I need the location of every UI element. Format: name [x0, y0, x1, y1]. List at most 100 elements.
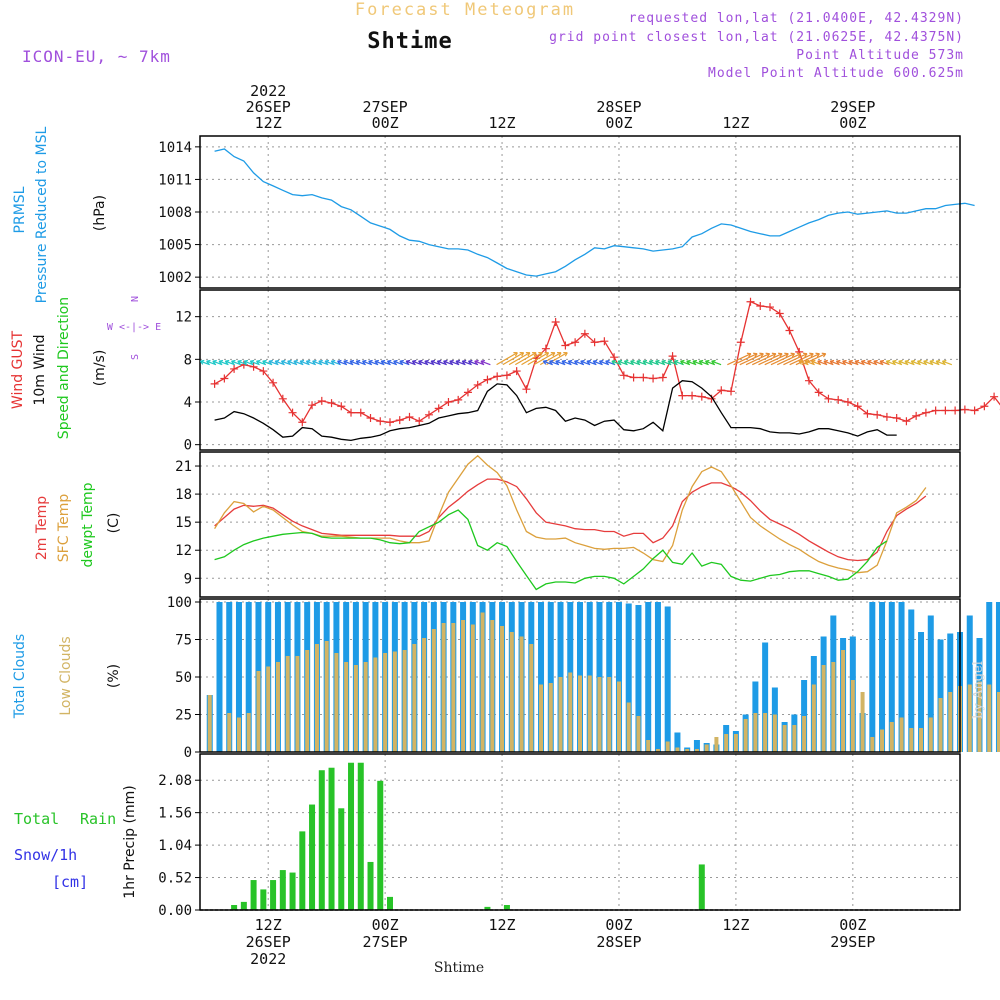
gust-marker-55: [746, 297, 755, 306]
bar-3-1-0: [207, 695, 212, 752]
gust-marker-6: [269, 378, 278, 387]
panel-2: 9 12 15 18 21: [175, 451, 961, 598]
wind-panel-labels: Wind GUST 10m Wind Speed and Direction (…: [10, 296, 161, 439]
ytick-label-4-1: 0.52: [158, 871, 192, 887]
gust-marker-41: [610, 353, 619, 362]
cloud-unit: (%): [106, 664, 122, 688]
wind-arrowhead-51: [544, 351, 550, 357]
wind-arrowhead-110: [885, 359, 891, 365]
wind-arrowhead-28: [374, 359, 379, 365]
ytick-label-1-0: 0: [184, 438, 192, 454]
wind-arrowhead-58: [561, 359, 567, 365]
bar-3-0-50: [693, 740, 700, 752]
bottom-time-label-1-0: 00Z: [372, 916, 399, 934]
top-time-label-5-1: 00Z: [839, 114, 866, 132]
gust-marker-22: [424, 410, 433, 419]
bar-4-0-50: [698, 864, 705, 910]
gust-marker-26: [463, 388, 472, 397]
bottom-time-label-1-1: 27SEP: [363, 933, 408, 951]
bar-3-1-60: [792, 725, 797, 752]
gust-marker-71: [902, 417, 911, 426]
bar-3-0-43: [625, 603, 632, 752]
bar-3-1-73: [919, 728, 924, 752]
bar-4-0-28: [484, 906, 491, 910]
wind-arrowhead-44: [474, 359, 479, 365]
bar-3-1-9: [295, 656, 300, 752]
wind-arrowhead-115: [917, 359, 922, 365]
bottom-time-label-3-1: 28SEP: [596, 933, 641, 951]
wind-arrow-83: [727, 353, 752, 366]
wind-arrowhead-50: [538, 351, 543, 357]
bar-3-0-81: [995, 602, 1000, 752]
bar-4-0-14: [348, 762, 355, 910]
bar-4-0-7: [279, 870, 286, 910]
wind-arrowhead-46: [513, 351, 518, 357]
wind-arrowhead-56: [549, 359, 554, 365]
series-line-1-0: [214, 300, 1000, 424]
super-title: Forecast Meteogram: [355, 0, 575, 20]
gust-marker-44: [639, 373, 648, 382]
wind-arrowhead-86: [765, 352, 771, 358]
ytick-label-4-4: 2.08: [158, 773, 192, 789]
gust-marker-62: [814, 388, 823, 397]
bottom-time-label-5-1: 29SEP: [830, 933, 875, 951]
ytick-label-4-0: 0.00: [158, 903, 192, 919]
wind-arrowhead-82: [711, 359, 716, 365]
bar-3-1-38: [578, 675, 582, 752]
ytick-label-0-1: 1005: [158, 238, 192, 254]
gust-marker-56: [756, 302, 765, 310]
wind-arrowhead-109: [879, 359, 885, 365]
wind-arrowhead-21: [330, 359, 336, 365]
wind-arrowhead-78: [686, 359, 691, 365]
footer-location: Shtime: [434, 960, 484, 976]
grid-point-coordinates: grid point closest lon,lat (21.0625E, 42…: [549, 30, 964, 45]
ytick-label-3-3: 75: [175, 633, 192, 649]
wind-arrowhead-99: [817, 359, 822, 365]
bar-3-1-48: [675, 747, 680, 752]
ytick-label-4-2: 1.04: [158, 838, 192, 854]
temperature-panel-labels: 2m Temp SFC Temp dewpt Temp (C): [34, 482, 122, 567]
wind-arrowhead-74: [661, 359, 666, 365]
pressure-unit: (hPa): [92, 195, 108, 231]
gust-marker-52: [717, 386, 726, 395]
bar-3-1-39: [587, 675, 592, 752]
wind-arrowhead-106: [860, 359, 866, 365]
wind-arrowhead-68: [623, 359, 629, 365]
gust-marker-25: [454, 395, 463, 404]
wind-arrowhead-38: [436, 359, 442, 365]
gust-marker-47: [668, 352, 677, 361]
bar-3-1-51: [704, 744, 709, 752]
bar-3-1-40: [597, 677, 602, 752]
bar-3-1-34: [539, 684, 544, 752]
panel-border-0: [199, 135, 961, 289]
wind-arrow-119: [942, 360, 953, 366]
gust-marker-37: [571, 338, 580, 347]
gust-marker-66: [853, 402, 862, 411]
bar-3-0-57: [762, 642, 769, 752]
precip-axis-label: 1hr Precip (mm): [122, 785, 138, 898]
bar-3-1-18: [383, 653, 388, 752]
bottom-time-label-0-1: 26SEP: [246, 933, 291, 951]
top-time-label-3-1: 00Z: [605, 114, 632, 132]
bar-3-1-3: [236, 717, 241, 752]
bar-3-1-12: [324, 641, 329, 752]
wind-arrow-52: [533, 352, 556, 366]
panel-4: 0.00 0.52 1.04 1.56 2.08: [158, 753, 961, 919]
wind-arrowhead-25: [355, 359, 361, 365]
bar-3-1-32: [519, 636, 524, 752]
wind-arrowhead-5: [231, 359, 236, 365]
ytick-label-0-4: 1014: [158, 140, 192, 156]
gust-marker-57: [766, 303, 774, 312]
bar-3-1-5: [256, 671, 261, 752]
bar-3-1-57: [763, 713, 768, 752]
bar-3-1-47: [665, 741, 670, 752]
bar-3-1-61: [802, 716, 807, 752]
bar-4-0-17: [377, 780, 384, 910]
wind-arrowhead-35: [418, 359, 423, 365]
bar-3-1-14: [344, 662, 349, 752]
gust-marker-46: [658, 373, 667, 382]
bar-3-1-46: [655, 749, 660, 752]
point-altitude: Point Altitude 573m: [796, 48, 964, 63]
watermark: by Angel: [971, 661, 986, 719]
wind-arrowhead-3: [218, 359, 224, 365]
